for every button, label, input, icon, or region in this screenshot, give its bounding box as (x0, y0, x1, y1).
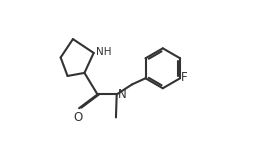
Text: NH: NH (95, 47, 111, 57)
Text: F: F (181, 71, 188, 84)
Text: O: O (74, 111, 83, 124)
Text: N: N (117, 88, 126, 101)
